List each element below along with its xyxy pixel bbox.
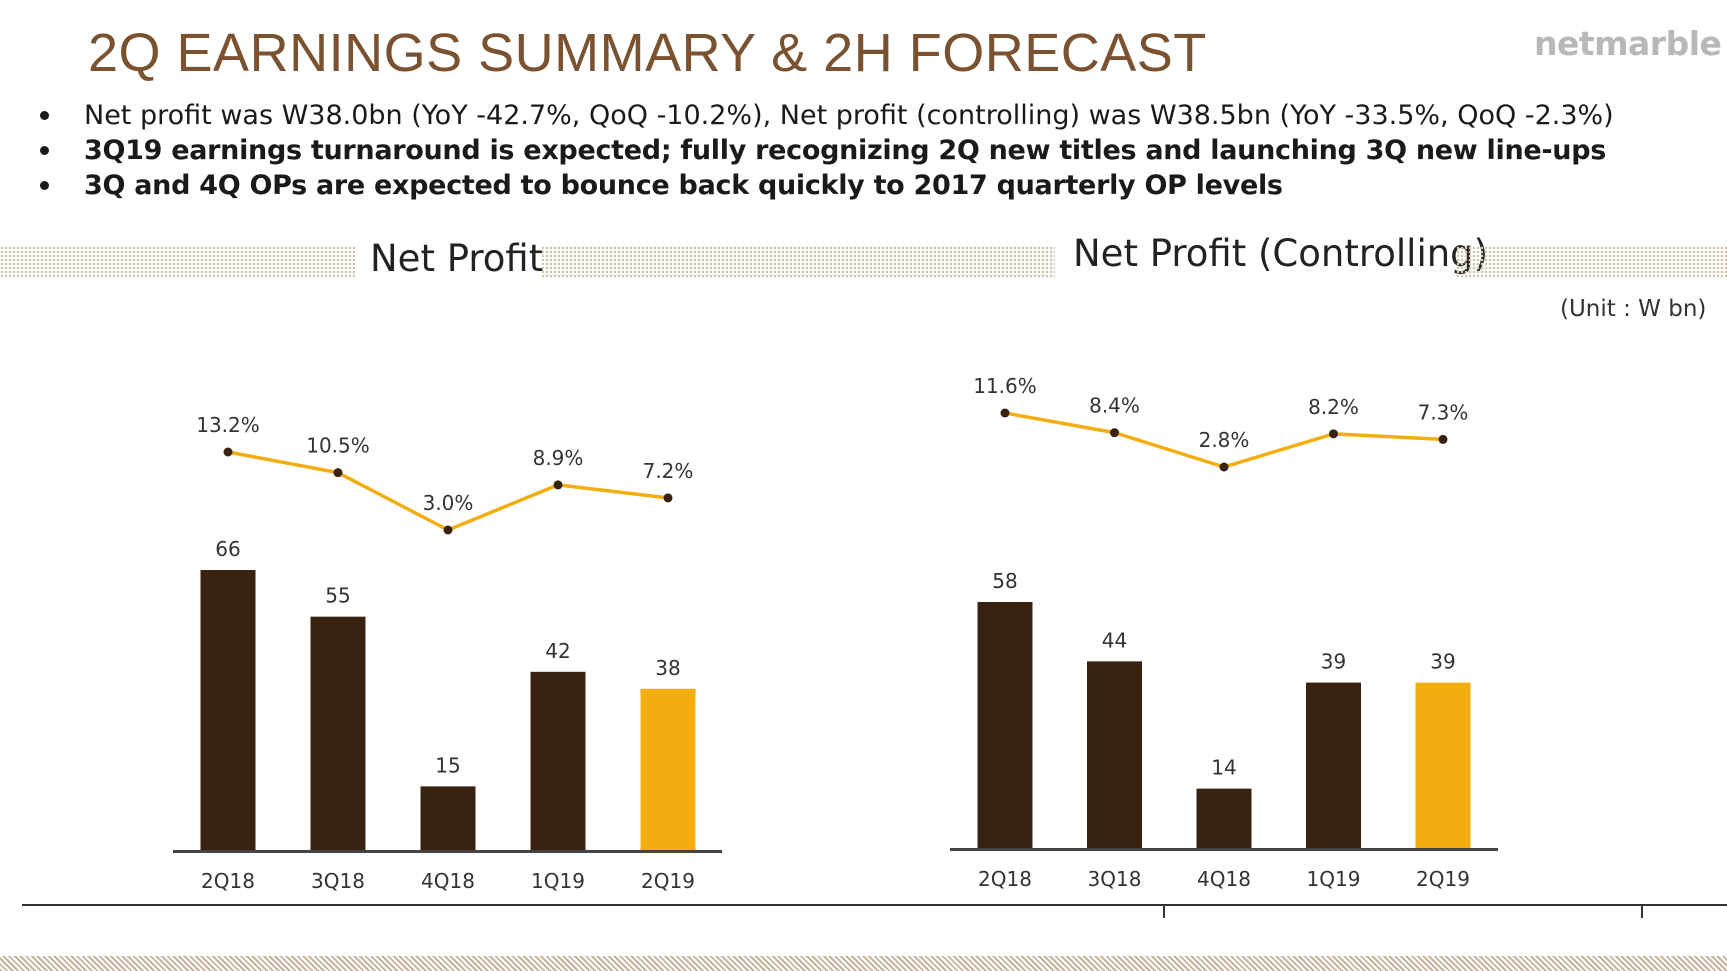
chart-title-net-profit: Net Profit bbox=[370, 237, 544, 280]
bar bbox=[530, 671, 586, 850]
margin-label: 2.8% bbox=[1199, 428, 1250, 452]
bar-value-label: 66 bbox=[215, 537, 240, 561]
margin-label: 3.0% bbox=[423, 491, 474, 515]
margin-point bbox=[1000, 408, 1010, 418]
x-tick-label: 3Q18 bbox=[1088, 867, 1142, 891]
x-tick-label: 2Q19 bbox=[641, 869, 695, 893]
bar bbox=[310, 616, 366, 850]
margin-point bbox=[223, 447, 233, 457]
bar bbox=[1196, 788, 1252, 848]
footer-tick bbox=[1641, 904, 1643, 918]
x-tick-label: 2Q19 bbox=[1416, 867, 1470, 891]
x-tick-label: 3Q18 bbox=[311, 869, 365, 893]
margin-point bbox=[1219, 462, 1229, 472]
section-divider bbox=[1456, 246, 1727, 278]
bar-value-label: 42 bbox=[545, 639, 570, 663]
margin-label: 8.2% bbox=[1308, 395, 1359, 419]
bar bbox=[200, 570, 256, 850]
summary-bullets: Net profit was W38.0bn (YoY -42.7%, QoQ … bbox=[40, 98, 1614, 203]
bar-value-label: 58 bbox=[992, 569, 1017, 593]
x-tick-label: 2Q18 bbox=[201, 869, 255, 893]
bar-value-label: 14 bbox=[1211, 756, 1236, 780]
section-divider bbox=[0, 246, 355, 278]
bar-value-label: 39 bbox=[1321, 650, 1346, 674]
bullet-item: 3Q and 4Q OPs are expected to bounce bac… bbox=[40, 168, 1614, 203]
section-divider bbox=[541, 246, 1055, 278]
bar-value-label: 15 bbox=[435, 753, 460, 777]
bar bbox=[420, 786, 476, 850]
bar-value-label: 55 bbox=[325, 584, 350, 608]
bar bbox=[1087, 661, 1142, 848]
bar-value-label: 44 bbox=[1102, 628, 1127, 652]
margin-label: 8.9% bbox=[533, 446, 584, 470]
bar-value-label: 38 bbox=[655, 656, 680, 680]
margin-point bbox=[1329, 429, 1338, 439]
bar bbox=[640, 688, 696, 850]
footer-tick bbox=[1163, 904, 1165, 918]
x-tick-label: 4Q18 bbox=[421, 869, 475, 893]
bar bbox=[1415, 682, 1471, 848]
bar-value-label: 39 bbox=[1430, 650, 1455, 674]
chart-title-net-profit-controlling: Net Profit (Controlling) bbox=[1073, 232, 1489, 275]
margin-point bbox=[553, 480, 563, 490]
page-title: 2Q EARNINGS SUMMARY & 2H FORECAST bbox=[88, 23, 1207, 83]
margin-point bbox=[1110, 428, 1119, 438]
bar bbox=[977, 602, 1033, 848]
margin-label: 7.3% bbox=[1418, 400, 1469, 424]
bar bbox=[1306, 682, 1361, 848]
bullet-item: 3Q19 earnings turnaround is expected; fu… bbox=[40, 133, 1614, 168]
footer-rule bbox=[22, 904, 1727, 906]
netmarble-logo: netmarble bbox=[1534, 24, 1722, 63]
margin-label: 11.6% bbox=[973, 374, 1037, 398]
x-tick-label: 4Q18 bbox=[1197, 867, 1251, 891]
x-tick-label: 1Q19 bbox=[531, 869, 585, 893]
margin-point bbox=[443, 525, 453, 535]
margin-point bbox=[1438, 434, 1448, 444]
unit-label: (Unit : W bn) bbox=[1560, 296, 1707, 322]
x-tick-label: 2Q18 bbox=[978, 867, 1032, 891]
bottom-band bbox=[0, 956, 1727, 971]
margin-label: 7.2% bbox=[643, 459, 694, 483]
margin-point bbox=[663, 493, 673, 503]
margin-label: 13.2% bbox=[196, 413, 260, 437]
x-tick-label: 1Q19 bbox=[1307, 867, 1361, 891]
margin-label: 10.5% bbox=[306, 434, 370, 458]
bullet-item: Net profit was W38.0bn (YoY -42.7%, QoQ … bbox=[40, 98, 1614, 133]
margin-label: 8.4% bbox=[1089, 394, 1140, 418]
margin-point bbox=[333, 468, 343, 478]
